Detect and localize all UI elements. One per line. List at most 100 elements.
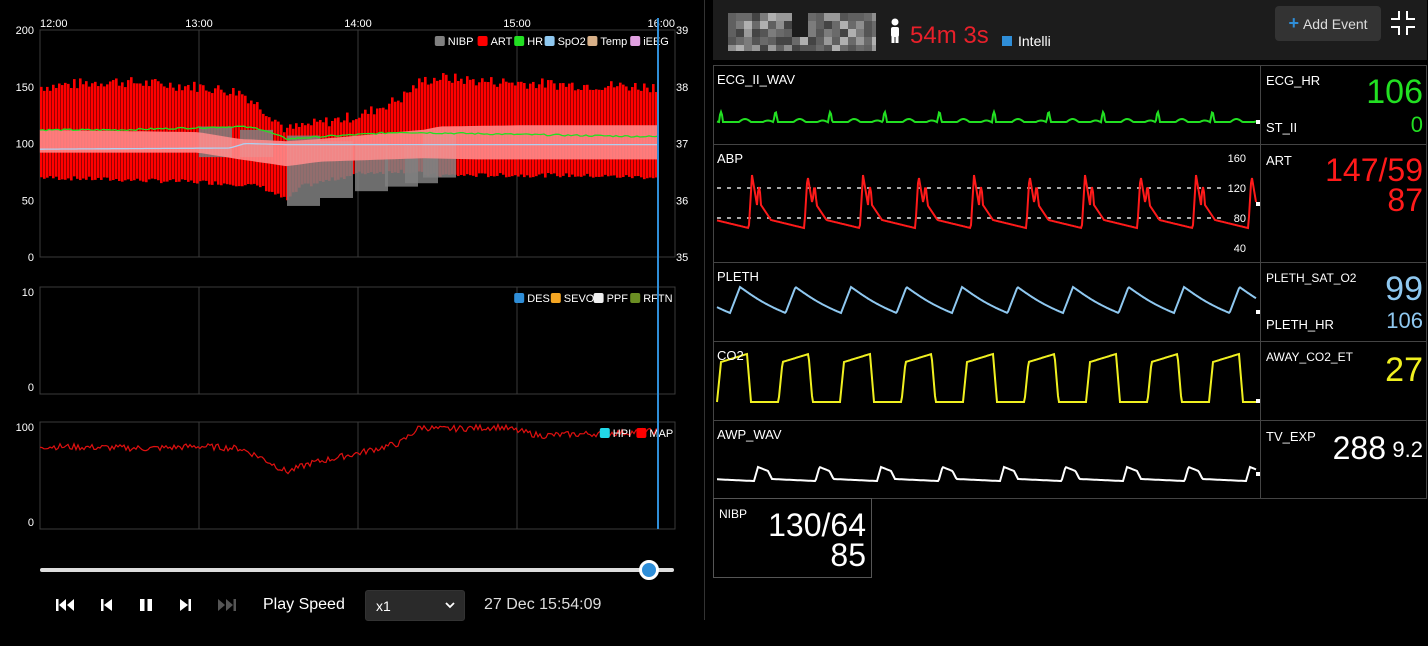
art-bar [136,83,139,179]
mosaic-cell [856,21,864,29]
art-bar [115,78,118,179]
mosaic-cell [824,29,832,37]
awp-trace [717,465,1257,482]
mosaic-cell [744,37,752,45]
y-tick-label: 150 [16,82,34,94]
mosaic-cell [816,29,824,37]
param-value: 288 [1332,430,1386,466]
mosaic-cell [768,13,776,21]
param-box-art: ART 147/59 87 [1260,144,1428,263]
mosaic-cell [808,45,816,51]
param-extra-value: 9.2 [1392,437,1423,462]
skip-to-end-button[interactable] [216,595,238,615]
mosaic-cell [816,13,824,21]
time-label: 12:00 [40,18,68,30]
trend-charts[interactable]: 12:00 13:00 14:00 15:00 16:00200150100500393… [0,0,704,560]
legend-label: PPF [607,293,629,305]
play-speed-value: x1 [376,597,391,614]
mosaic-cell [768,37,776,45]
intelli-label: Intelli [1018,33,1051,49]
step-forward-button[interactable] [175,595,197,615]
mosaic-cell [840,21,848,29]
legend-swatch [599,428,610,438]
art-bar [445,74,448,175]
legend-swatch [630,293,641,303]
mosaic-cell [736,29,744,37]
pleth-trace [716,285,1257,315]
mosaic-cell [816,37,824,45]
param-value: 99 [1385,270,1423,308]
skip-to-start-button[interactable] [54,595,76,615]
play-speed-select[interactable]: x1 [365,590,465,621]
mosaic-cell [832,37,840,45]
chevron-down-icon [445,602,455,609]
legend-label: NIBP [448,36,474,48]
mosaic-cell [864,29,872,37]
legend-swatch [434,36,445,46]
pause-button[interactable] [135,595,157,615]
mosaic-cell [752,37,760,45]
mosaic-cell [824,21,832,29]
param-value: 147/59 [1325,152,1423,188]
patient-header: 54m 3s Intelli + Add Event [713,0,1427,60]
mosaic-cell [824,13,832,21]
legend-swatch [477,36,488,46]
time-label: 13:00 [185,18,213,30]
mosaic-cell [808,13,816,21]
param-label: ST_II [1266,120,1298,135]
wave-row-ecg: ECG_II_WAV ECG_HR 106 ST_II 0 [713,65,1427,145]
collapse-icon[interactable] [1387,7,1419,39]
mosaic-cell [856,13,864,21]
legend-swatch [514,293,525,303]
mosaic-cell [864,45,872,51]
step-back-icon [101,599,112,611]
skip-to-start-icon [56,599,74,611]
art-bar [454,73,457,175]
param-label: PLETH_SAT_O2 [1266,271,1357,285]
mosaic-cell [776,45,784,51]
add-event-button[interactable]: + Add Event [1275,6,1381,41]
mosaic-cell [848,29,856,37]
param-box-tv: TV_EXP 288 9.2 [1260,420,1428,499]
mosaic-cell [768,29,776,37]
timeline-slider-handle[interactable] [639,560,660,580]
legend-label: ART [491,36,513,48]
mosaic-cell [784,21,792,29]
y-tick-label: 10 [22,287,34,299]
param-value: 106 [1386,308,1423,333]
mosaic-cell [768,21,776,29]
art-bar [145,80,148,183]
art-bar [157,81,160,181]
mosaic-cell [800,37,808,45]
mosaic-cell [824,45,832,51]
hr-line [39,125,659,141]
mosaic-cell [832,45,840,51]
ecg-waveform [716,108,1260,124]
y-tick-label-right: 36 [676,195,688,207]
legend-swatch [544,36,555,46]
mosaic-cell [840,29,848,37]
mosaic-cell [816,45,824,51]
step-back-button[interactable] [95,595,117,615]
wave-marker [1256,310,1260,314]
legend-label: SEVO [564,293,595,305]
mosaic-cell [832,21,840,29]
timeline-slider[interactable] [40,560,674,580]
co2-waveform [716,352,1260,403]
art-bar [442,73,445,175]
art-bar [424,76,427,175]
wave-label: AWP_WAV [717,427,782,442]
mosaic-cell [760,21,768,29]
y-tick-label-right: 37 [676,139,688,151]
mosaic-cell [848,45,856,51]
mosaic-cell [856,45,864,51]
mosaic-cell [808,29,816,37]
mosaic-cell [728,21,736,29]
mosaic-cell [744,45,752,51]
time-label: 14:00 [344,18,372,30]
trend-panel: 12:00 13:00 14:00 15:00 16:00 200 150 100 50 0 39 3… [0,0,704,646]
abp-scale-label: 40 [1234,243,1246,255]
param-label: PLETH_HR [1266,317,1334,332]
panel-divider [704,0,705,620]
art-bar [130,77,133,181]
